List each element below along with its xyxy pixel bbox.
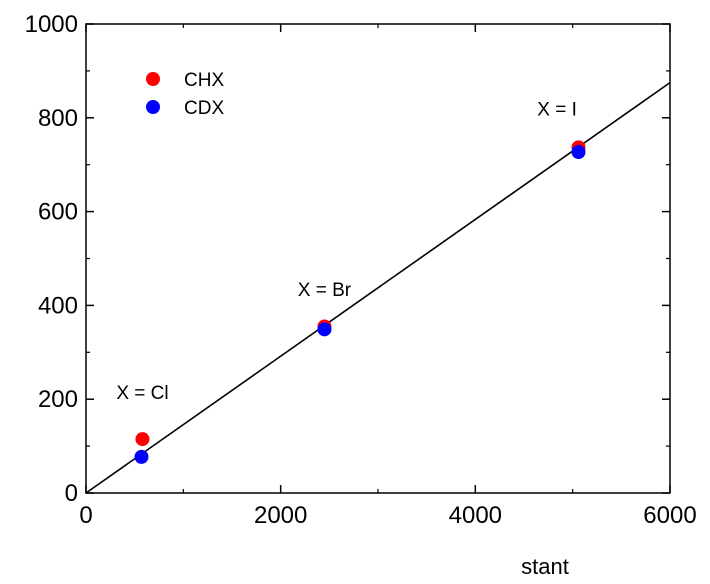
legend-marker-chx bbox=[146, 72, 160, 86]
x-axis-label: stant bbox=[521, 554, 569, 579]
y-tick-label: 1000 bbox=[25, 11, 78, 38]
y-tick-label: 200 bbox=[38, 386, 78, 413]
x-tick-label: 2000 bbox=[254, 502, 307, 529]
legend-label: CDX bbox=[184, 98, 224, 119]
legend-label: CHX bbox=[184, 70, 224, 91]
y-tick-label: 600 bbox=[38, 199, 78, 226]
x-tick-label: 0 bbox=[79, 502, 92, 529]
x-tick-label: 6000 bbox=[643, 502, 696, 529]
data-point-cdx bbox=[317, 322, 332, 337]
plot-area bbox=[85, 23, 671, 494]
x-tick-label: 4000 bbox=[449, 502, 502, 529]
data-point-chx bbox=[135, 432, 150, 447]
point-annotation: X = Cl bbox=[116, 383, 168, 404]
data-point-cdx bbox=[571, 145, 586, 160]
legend-marker-cdx bbox=[146, 100, 160, 114]
axis-ticks: 0 2000 4000 6000 0 200 400 600 800 1000 bbox=[25, 11, 697, 529]
point-annotation: X = I bbox=[537, 99, 577, 120]
plot-frame bbox=[85, 23, 671, 494]
legend: CHX CDX bbox=[146, 70, 224, 119]
y-tick-label: 400 bbox=[38, 292, 78, 319]
data-points bbox=[134, 140, 586, 464]
point-annotation: X = Br bbox=[298, 280, 352, 301]
data-point-cdx bbox=[134, 449, 149, 464]
y-tick-label: 0 bbox=[65, 480, 78, 507]
y-tick-label: 800 bbox=[38, 105, 78, 132]
annotations: X = Cl X = Br X = I bbox=[116, 99, 577, 404]
